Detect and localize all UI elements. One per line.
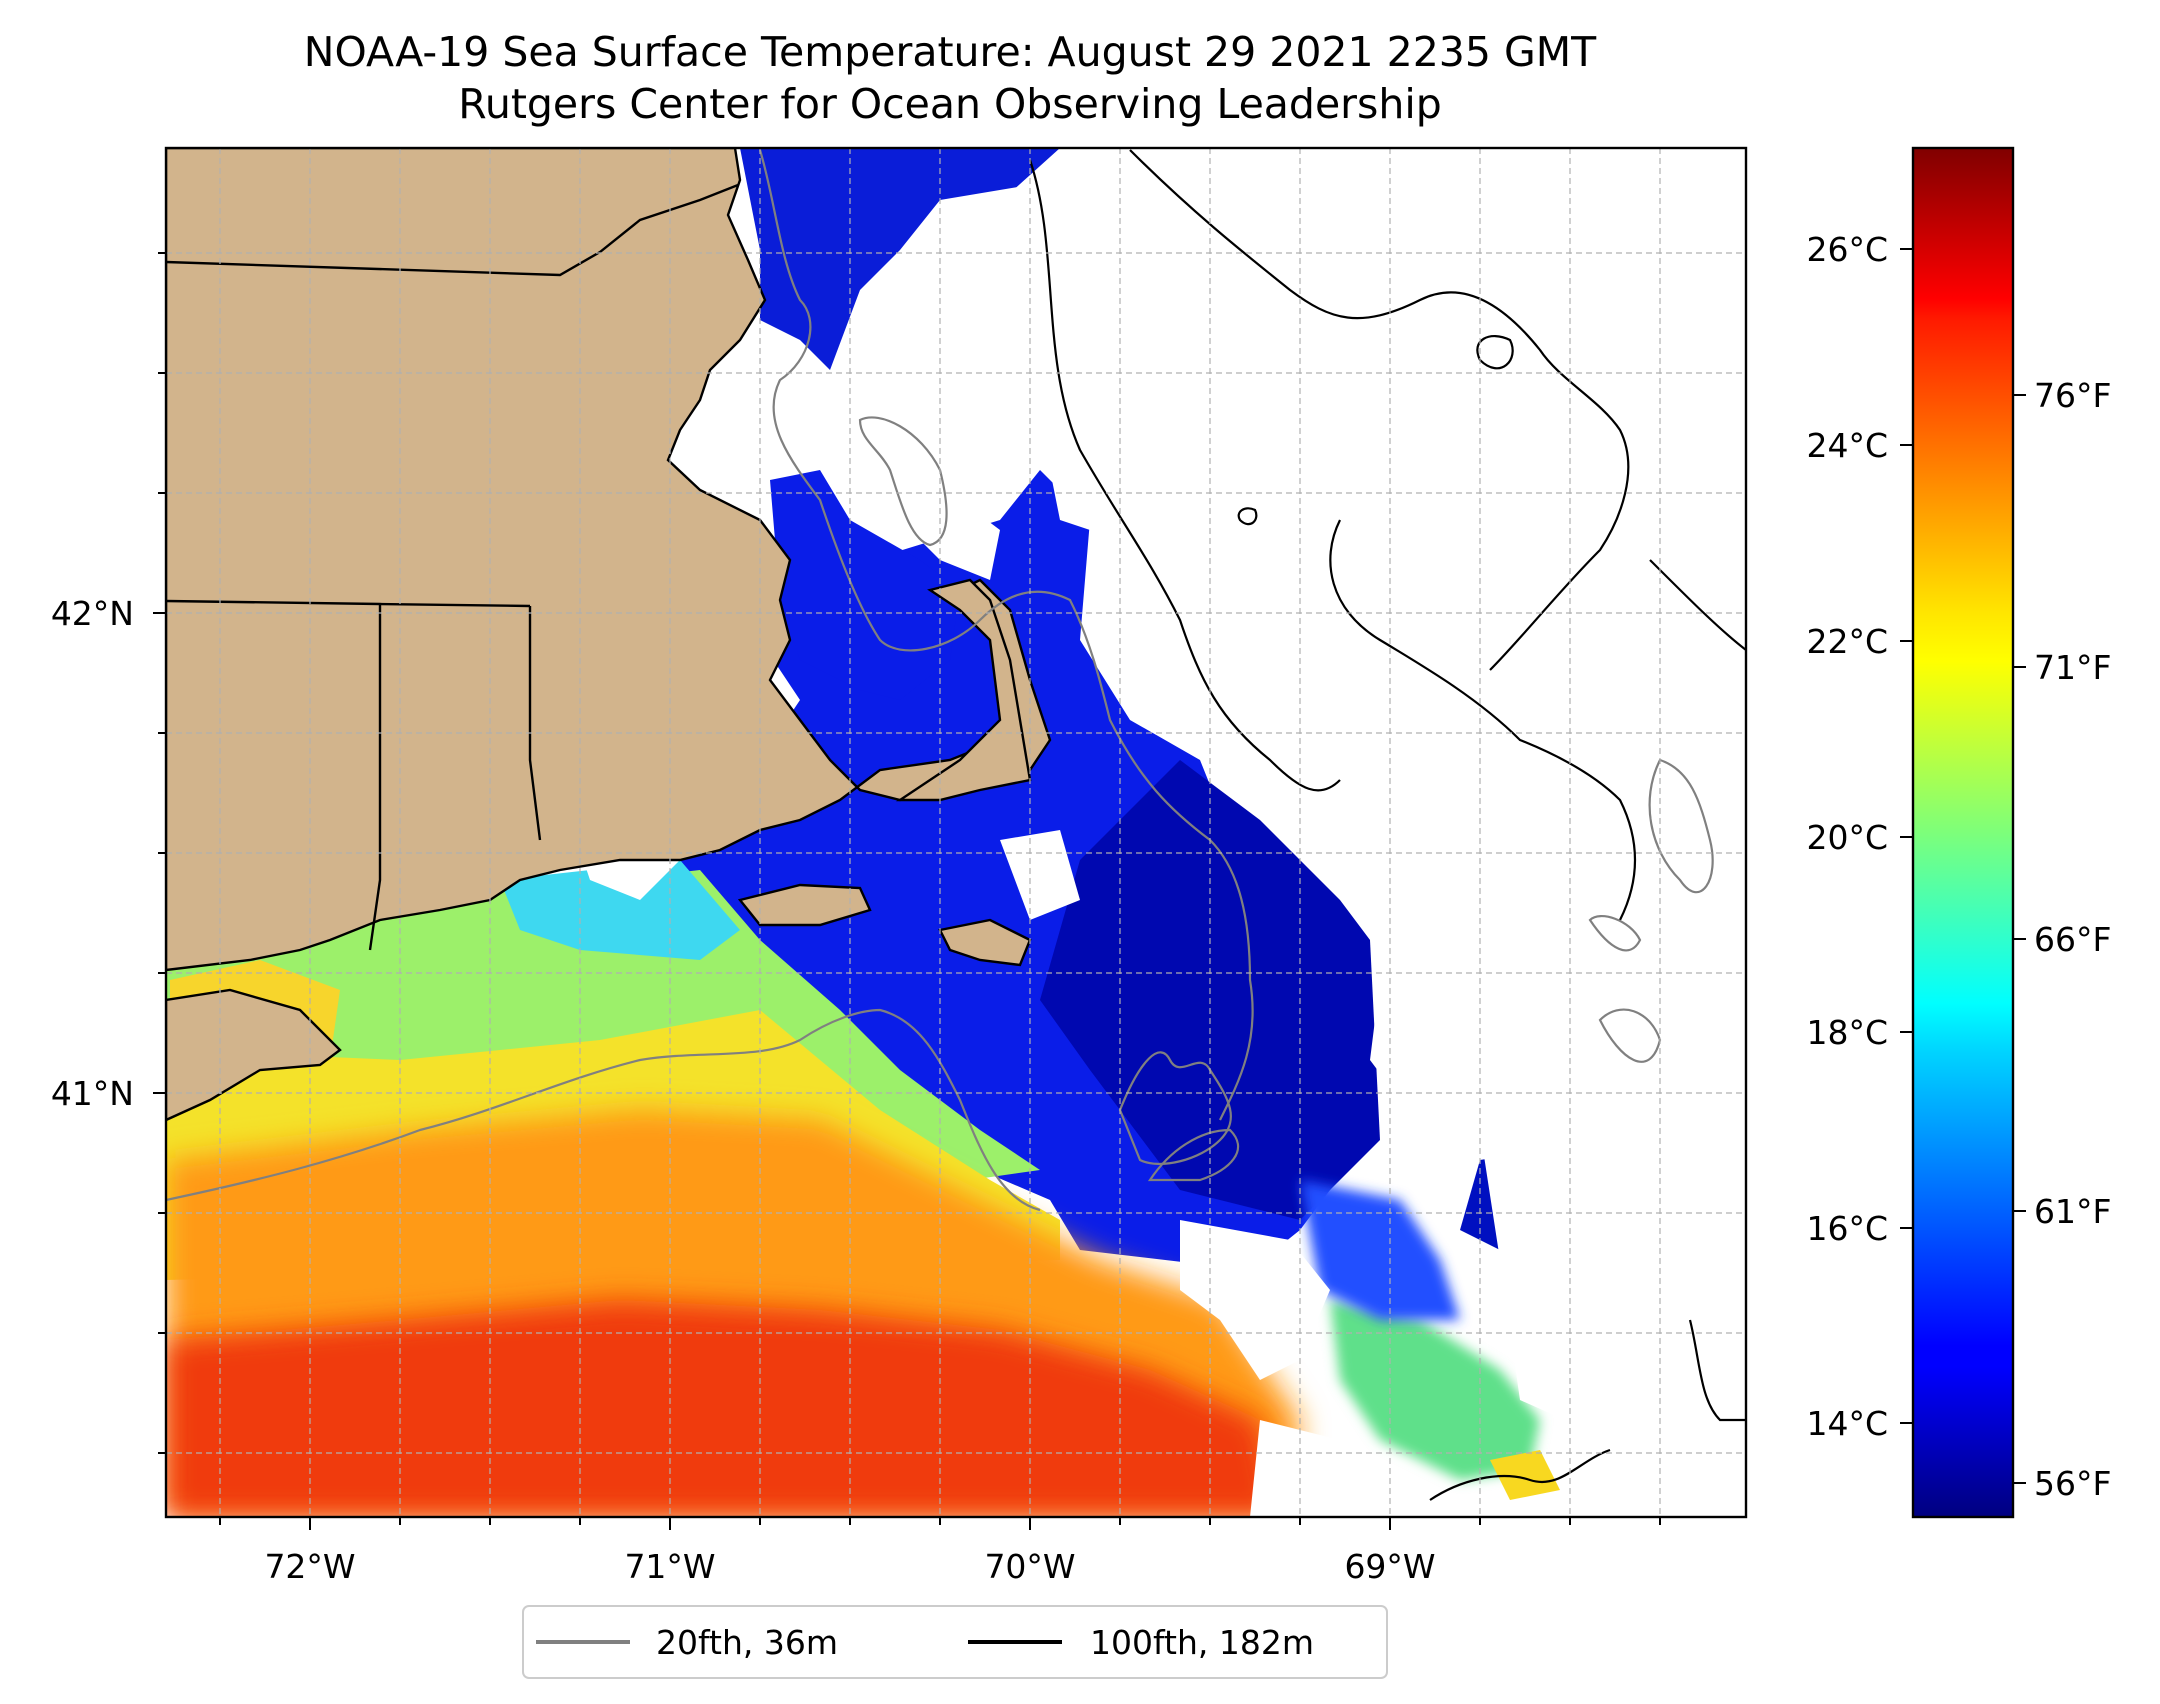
colorbar: 26°C 24°C 22°C 20°C 18°C 16°C 14°C 76°F …	[1806, 146, 2111, 1519]
isobath-20fth-shelf	[166, 1008, 1041, 1212]
sst-yellow-southeast	[1490, 1450, 1560, 1500]
y-tick-label: 41°N	[51, 1074, 134, 1113]
colorbar-celsius-label: 18°C	[1806, 1013, 1888, 1052]
border-ct-ri	[368, 604, 382, 951]
colorbar-celsius-ticks	[1900, 248, 1913, 1424]
sst-blue-east-patch	[1300, 1180, 1460, 1320]
x-tick-label: 72°W	[264, 1547, 355, 1586]
isobath-100fth-shelf-east	[1649, 559, 1746, 651]
sst-green-east-patch	[1330, 1300, 1540, 1480]
cloud-patch-south	[1180, 1220, 1330, 1380]
y-axis	[153, 252, 166, 1454]
sst-cyan-band	[500, 860, 740, 960]
sst-blue-bay	[770, 470, 960, 700]
legend-box	[522, 1605, 1388, 1679]
x-tick-label: 71°W	[624, 1547, 715, 1586]
cloud-patch-cape	[820, 350, 1000, 580]
colorbar-fahrenheit-label: 71°F	[2034, 648, 2111, 687]
colorbar-celsius-label: 24°C	[1806, 426, 1888, 465]
isobath-20fth-shoals-2	[1147, 1128, 1240, 1182]
colorbar-fahrenheit-label: 61°F	[2034, 1192, 2111, 1231]
state-borders	[166, 183, 739, 951]
isobath-20fth-east	[1648, 758, 1714, 894]
border-nh-ma	[166, 183, 739, 277]
isobath-20fth-coast	[758, 149, 1254, 1121]
isobath-100fth-south	[1429, 1448, 1611, 1501]
land-long-island	[166, 988, 342, 1122]
gridlines	[166, 148, 1746, 1517]
colorbar-fahrenheit-label: 76°F	[2034, 376, 2111, 415]
legend-label-100fth: 100fth, 182m	[1090, 1623, 1314, 1662]
colorbar-celsius-label: 22°C	[1806, 622, 1888, 661]
colorbar-celsius-label: 14°C	[1806, 1404, 1888, 1443]
colorbar-fahrenheit-label: 66°F	[2034, 920, 2111, 959]
isobath-20fth-cape-loop	[858, 416, 948, 547]
map-frame	[164, 146, 1748, 1519]
isobath-100fth-gulf-1	[1129, 149, 1630, 671]
isobath-100fth-seamount-1	[1476, 335, 1514, 370]
cloud-patch-bottom	[1250, 1420, 1380, 1517]
colorbar-celsius-label: 26°C	[1806, 230, 1888, 269]
x-axis	[219, 1517, 1661, 1530]
isobath-100fth-seamount-2	[1237, 507, 1258, 526]
map-panel	[166, 148, 1746, 1517]
colorbar-celsius-label: 16°C	[1806, 1209, 1888, 1248]
legend-label-20fth: 20fth, 36m	[656, 1623, 838, 1662]
isobath-100fth-gulf-2	[1329, 519, 1637, 921]
isobath-100fth-georges	[1028, 159, 1341, 792]
sst-blue-north	[740, 148, 1060, 370]
x-tick-label: 70°W	[984, 1547, 1075, 1586]
border-ri-ma	[528, 606, 542, 841]
isobath-20fth-east-3	[1588, 915, 1642, 952]
land-nantucket	[938, 918, 1032, 967]
colorbar-fahrenheit-label: 56°F	[2034, 1464, 2111, 1503]
title-line-2: Rutgers Center for Ocean Observing Leade…	[458, 80, 1442, 128]
colorbar-fahrenheit-ticks	[2013, 394, 2026, 1484]
sst-red-band	[166, 1300, 1280, 1517]
isobath-100fth-southeast	[1688, 1319, 1746, 1422]
cloud-patch-east	[980, 148, 1746, 1500]
land	[166, 148, 1052, 1122]
land-cape-cod	[896, 578, 1032, 802]
legend: 20fth, 36m 100fth, 182m	[522, 1605, 1388, 1679]
title-line-1: NOAA-19 Sea Surface Temperature: August …	[304, 28, 1597, 76]
colorbar-gradient	[1911, 146, 2015, 1519]
y-tick-label: 42°N	[51, 594, 134, 633]
x-tick-label: 69°W	[1344, 1547, 1435, 1586]
colorbar-celsius-label: 20°C	[1806, 818, 1888, 857]
isobath-100fth-lines	[1028, 149, 1746, 1501]
land-marthas-vineyard	[737, 883, 872, 927]
